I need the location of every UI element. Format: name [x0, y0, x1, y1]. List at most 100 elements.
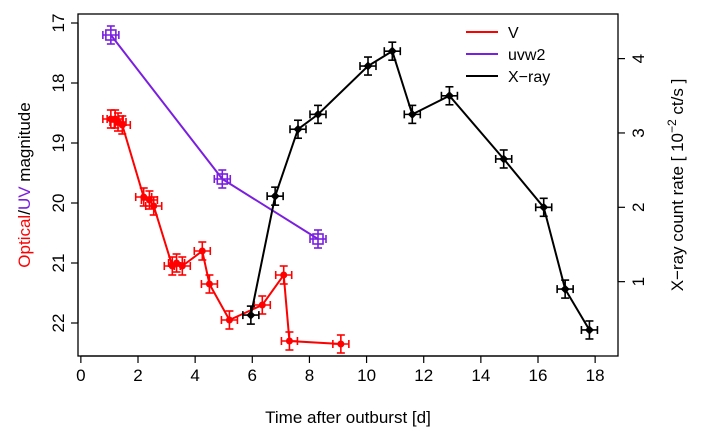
- data-point: [359, 56, 377, 76]
- y-axis-right: 1 2 3 4: [617, 54, 648, 286]
- marker: [270, 191, 280, 201]
- data-point: [580, 320, 599, 340]
- x-tick-label: 2: [133, 366, 142, 385]
- legend-label: uvw2: [508, 47, 545, 64]
- plot-frame: [77, 13, 619, 357]
- marker: [105, 29, 117, 41]
- marker: [407, 109, 417, 119]
- marker: [337, 340, 345, 348]
- y-tick-label-left: 20: [49, 194, 68, 213]
- marker: [118, 121, 126, 129]
- y-tick-label-left: 17: [49, 14, 68, 33]
- x-tick-label: 16: [529, 366, 548, 385]
- marker: [584, 325, 594, 335]
- marker: [312, 233, 324, 245]
- data-point: [213, 169, 232, 189]
- data-point: [144, 196, 163, 216]
- x-tick-label: 10: [357, 366, 376, 385]
- data-point: [163, 256, 182, 276]
- marker: [225, 316, 233, 324]
- y-tick-label-left: 22: [49, 314, 68, 333]
- marker: [205, 280, 213, 288]
- data-point: [274, 265, 293, 285]
- data-point: [102, 25, 120, 45]
- data-point: [220, 310, 239, 330]
- y-axis-label-right-unit: ct/s ]: [668, 79, 687, 120]
- marker: [285, 337, 293, 345]
- marker: [258, 301, 266, 309]
- y-axis-label-left-part: magnitude: [15, 102, 34, 186]
- marker: [280, 271, 288, 279]
- y-axis-label-left-part: /: [15, 210, 34, 215]
- marker: [293, 124, 303, 134]
- x-tick-label: 6: [248, 366, 257, 385]
- marker: [444, 91, 454, 101]
- marker: [539, 202, 549, 212]
- data-point: [383, 41, 402, 61]
- y-tick-label-right: 4: [629, 54, 648, 63]
- data-point: [332, 334, 350, 354]
- series-line: [249, 49, 591, 331]
- marker: [499, 154, 509, 164]
- x-axis: 0 2 4 6 8 10 12 14 16 18: [76, 355, 605, 385]
- series-2: [242, 41, 599, 340]
- data-point: [280, 331, 299, 351]
- marker: [313, 109, 323, 119]
- legend-item: V: [466, 25, 519, 42]
- data-point: [440, 85, 459, 106]
- legend-label: V: [508, 25, 519, 42]
- x-tick-label: 14: [471, 366, 490, 385]
- series-line: [110, 34, 319, 240]
- y-tick-label-right: 3: [629, 128, 648, 137]
- y-axis-label-left-part: Optical: [15, 215, 34, 268]
- x-tick-label: 0: [76, 366, 85, 385]
- data-point: [309, 104, 327, 125]
- data-point: [200, 274, 219, 294]
- y-axis-label-left-part: UV: [15, 186, 34, 210]
- marker: [216, 173, 229, 185]
- data-point: [173, 256, 192, 276]
- marker: [363, 61, 373, 71]
- data-point: [534, 197, 553, 218]
- x-tick-label: 4: [190, 366, 199, 385]
- y-tick-label-right: 1: [629, 277, 648, 286]
- data-point: [113, 115, 132, 135]
- data-point: [403, 104, 422, 125]
- y-tick-label-left: 19: [49, 134, 68, 153]
- marker: [560, 284, 570, 294]
- x-tick-label: 8: [305, 366, 314, 385]
- data-point: [266, 186, 284, 206]
- data-point: [494, 149, 513, 169]
- data-point: [289, 119, 307, 140]
- data-point: [193, 241, 212, 261]
- legend-item: X−ray: [466, 69, 550, 86]
- marker: [150, 202, 158, 210]
- data-point: [309, 229, 327, 249]
- data-point: [253, 295, 272, 315]
- series-layer: [102, 25, 599, 354]
- y-tick-label-right: 2: [629, 203, 648, 212]
- y-axis-label-right: X−ray count rate [ 10−2 ct/s ]: [665, 79, 687, 292]
- x-tick-label: 12: [414, 366, 433, 385]
- marker: [246, 310, 256, 320]
- legend-label: X−ray: [508, 69, 550, 86]
- series-1: [102, 25, 327, 249]
- marker: [198, 247, 206, 255]
- marker: [145, 196, 153, 204]
- y-tick-label-left: 21: [49, 254, 68, 273]
- x-axis-label: Time after outburst [d]: [265, 408, 431, 427]
- y-tick-label-left: 18: [49, 74, 68, 93]
- y-axis-left: 17 18 19 20 21 22: [49, 14, 79, 333]
- y-axis-label-right-main: X−ray count rate [ 10: [668, 133, 687, 291]
- data-point: [242, 305, 260, 325]
- y-axis-label-right-exponent: −2: [665, 119, 679, 133]
- data-point: [556, 279, 574, 299]
- x-tick-label: 18: [586, 366, 605, 385]
- series-0: [102, 109, 350, 354]
- legend-item: uvw2: [466, 47, 545, 64]
- marker: [387, 46, 397, 56]
- marker: [178, 262, 186, 270]
- y-axis-label-left: Optical/UV magnitude: [15, 102, 34, 267]
